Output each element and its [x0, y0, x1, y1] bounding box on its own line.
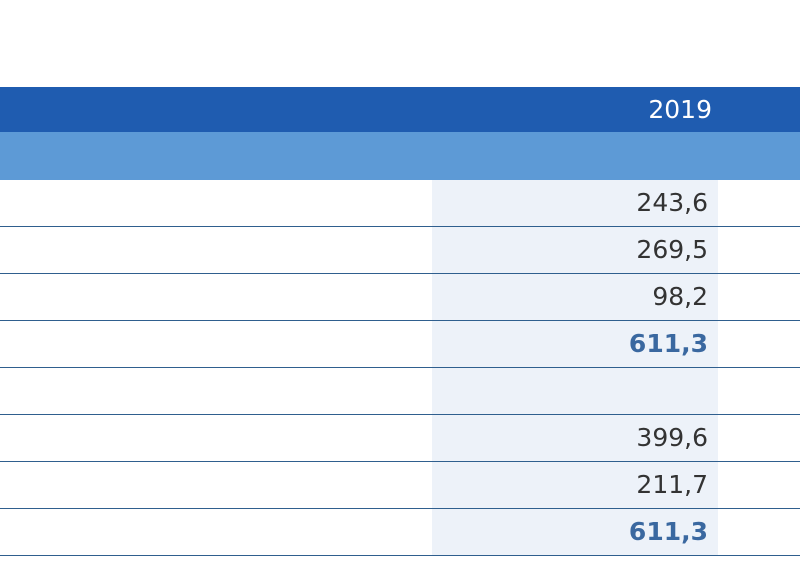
value-cell: 243,6: [636, 188, 708, 217]
row-separator: [0, 367, 800, 368]
value-cell: 399,6: [636, 423, 708, 452]
subheader-band: [0, 132, 800, 180]
row-separator: [0, 226, 800, 227]
total-cell: 611,3: [628, 329, 708, 358]
header-band: [0, 87, 800, 132]
row-separator: [0, 414, 800, 415]
year-header: 2019: [648, 95, 712, 124]
value-cell: 269,5: [636, 235, 708, 264]
total-cell: 611,3: [628, 517, 708, 546]
value-cell: 211,7: [636, 470, 708, 499]
row-separator: [0, 320, 800, 321]
row-separator: [0, 461, 800, 462]
row-separator: [0, 508, 800, 509]
row-separator: [0, 555, 800, 556]
column-highlight: [432, 180, 718, 556]
row-separator: [0, 273, 800, 274]
value-cell: 98,2: [652, 282, 708, 311]
